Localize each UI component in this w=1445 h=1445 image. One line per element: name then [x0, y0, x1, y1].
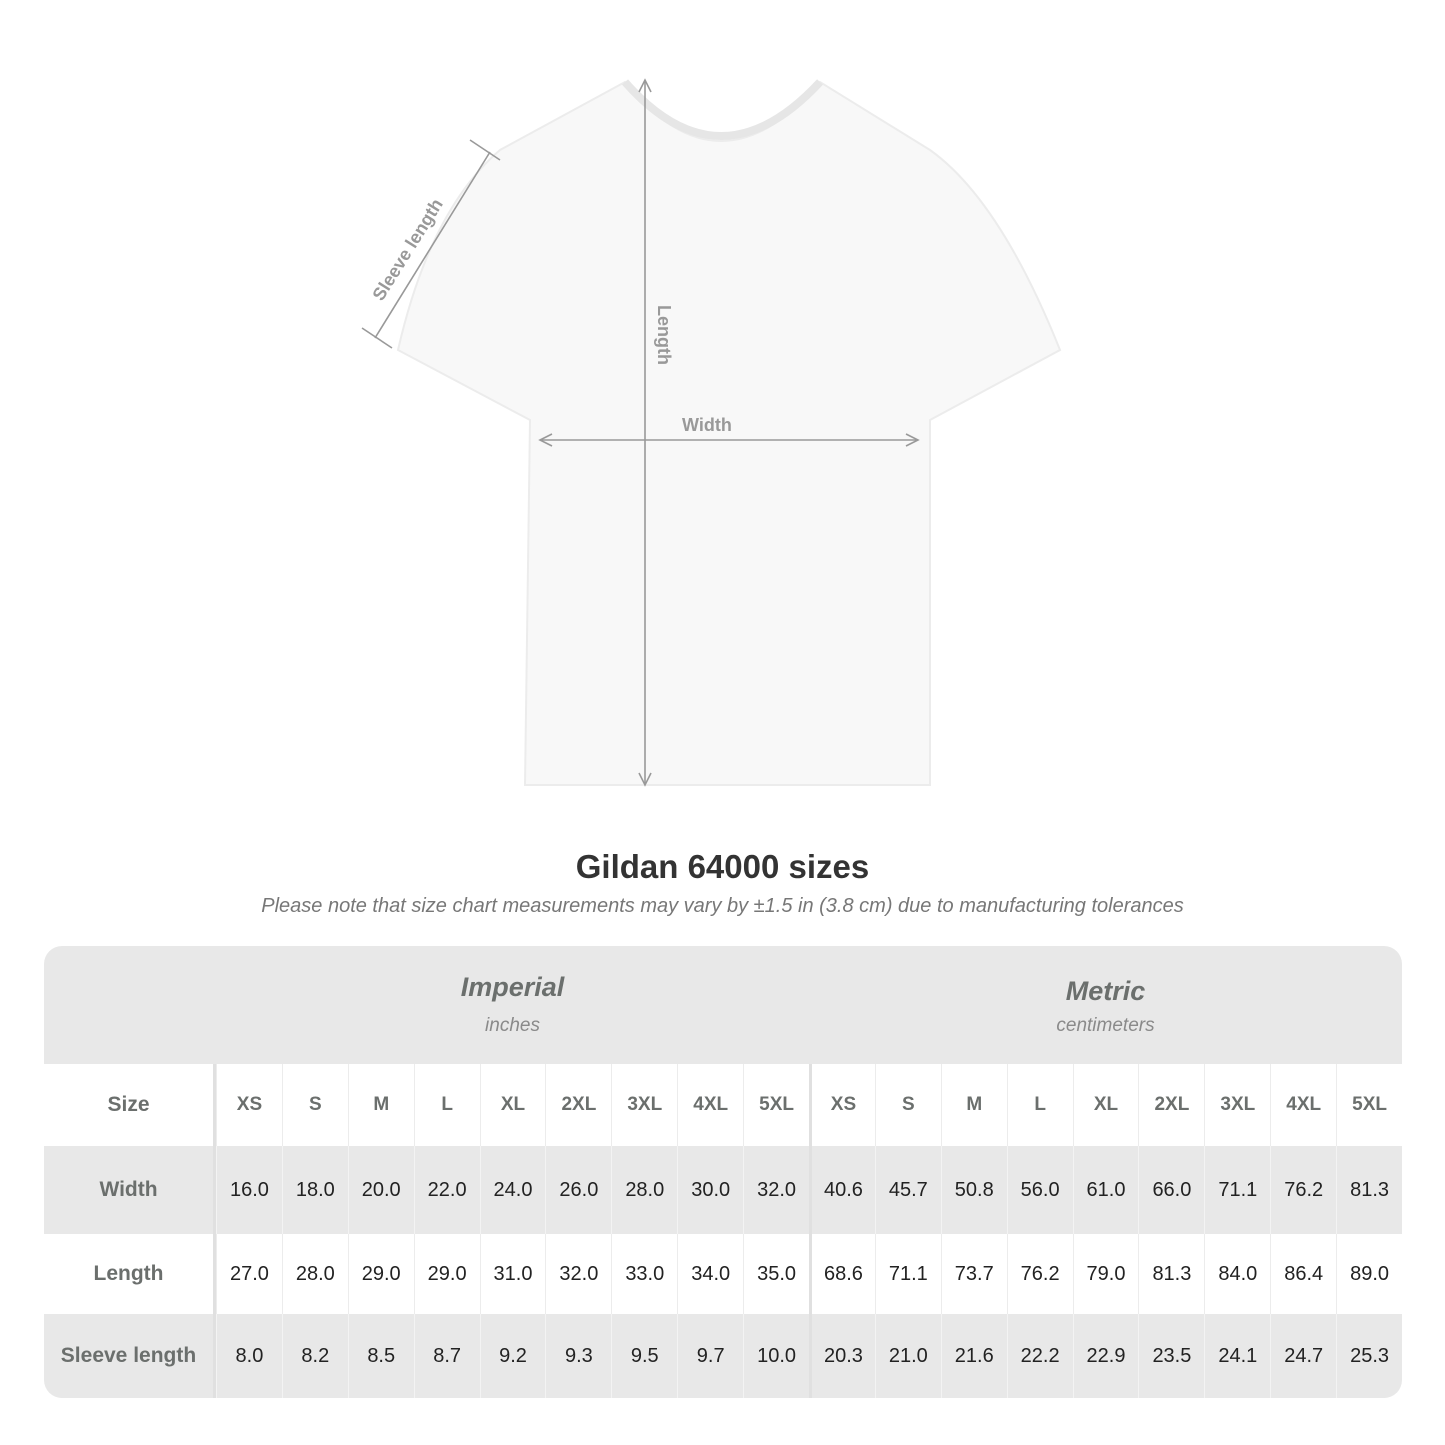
table-cell: 71.1 [1204, 1146, 1270, 1234]
group-imperial: Imperial inches [216, 972, 809, 1037]
size-header-cell: 5XL [743, 1064, 809, 1146]
size-header-cell: 2XL [545, 1064, 611, 1146]
table-cell: 22.0 [413, 1146, 480, 1234]
table-cell: 89.0 [1336, 1234, 1402, 1314]
table-row: Length 27.0 28.0 29.0 29.0 31.0 32.0 33.0 34.0 35… [44, 1234, 1402, 1314]
table-row: Width 16.0 18.0 20.0 22.0 24.0 26.0 28.0 30.0 32.… [44, 1146, 1402, 1234]
table-cell: 50.8 [940, 1146, 1007, 1234]
table-cell: 9.7 [677, 1314, 743, 1398]
size-header-cell: M [940, 1064, 1007, 1146]
table-cell: 30.0 [677, 1146, 743, 1234]
size-header-cell: 5XL [1336, 1064, 1402, 1146]
table-row: Size XS S M L XL 2XL 3XL 4XL 5XL XS S M L XL 2XL 3XL 4XL 5… [44, 1064, 1402, 1146]
size-header-cell: 2XL [1138, 1064, 1204, 1146]
row-label: Sleeve length [44, 1314, 216, 1398]
table-cell: 23.5 [1138, 1314, 1204, 1398]
table-cell: 9.3 [545, 1314, 611, 1398]
tolerance-note: Please note that size chart measurements… [261, 895, 1184, 917]
group-name: Metric [1065, 976, 1146, 1006]
table-cell: 34.0 [677, 1234, 743, 1314]
table-cell: 29.0 [347, 1234, 414, 1314]
table-cell: 22.2 [1006, 1314, 1073, 1398]
group-metric: Metric centimeters [809, 976, 1402, 1037]
table-cell: 35.0 [743, 1234, 809, 1314]
width-arrow [538, 433, 920, 447]
table-cell: 20.0 [347, 1146, 414, 1234]
table-cell: 29.0 [413, 1234, 480, 1314]
table-cell: 40.6 [809, 1146, 875, 1234]
table-cell: 21.0 [874, 1314, 941, 1398]
size-header-cell: 4XL [1270, 1064, 1336, 1146]
size-header-cell: 3XL [1204, 1064, 1270, 1146]
tshirt-diagram: Sleeve length Length Width [361, 78, 1062, 787]
table-cell: 32.0 [743, 1146, 809, 1234]
table-cell: 9.2 [479, 1314, 546, 1398]
table-cell: 8.2 [281, 1314, 348, 1398]
table-cell: 79.0 [1072, 1234, 1139, 1314]
length-label: Length [654, 305, 674, 365]
table-cell: 8.7 [413, 1314, 480, 1398]
group-name: Imperial [460, 972, 565, 1002]
size-header-cell: S [281, 1064, 348, 1146]
size-header-cell: XS [216, 1064, 282, 1146]
table-cell: 21.6 [940, 1314, 1007, 1398]
size-header-cell: M [347, 1064, 414, 1146]
table-cell: 81.3 [1138, 1234, 1204, 1314]
table-cell: 86.4 [1270, 1234, 1336, 1314]
size-header-cell: XL [479, 1064, 546, 1146]
size-header-cell: XL [1072, 1064, 1139, 1146]
table-cell: 84.0 [1204, 1234, 1270, 1314]
table-cell: 61.0 [1072, 1146, 1139, 1234]
table-header: Imperial inches Metric centimeters [44, 946, 1402, 1064]
group-unit: inches [485, 1015, 540, 1036]
table-cell: 45.7 [874, 1146, 941, 1234]
table-cell: 24.0 [479, 1146, 546, 1234]
table-row: Sleeve length 8.0 8.2 8.5 8.7 9.2 9.3 9.5 9.7 10.… [44, 1314, 1402, 1398]
table-cell: 20.3 [809, 1314, 875, 1398]
table-cell: 8.0 [216, 1314, 282, 1398]
table-cell: 26.0 [545, 1146, 611, 1234]
table-cell: 24.7 [1270, 1314, 1336, 1398]
table-cell: 76.2 [1006, 1234, 1073, 1314]
table-cell: 66.0 [1138, 1146, 1204, 1234]
size-header-cell: 3XL [611, 1064, 677, 1146]
size-header-cell: XS [809, 1064, 875, 1146]
table-cell: 27.0 [216, 1234, 282, 1314]
row-label: Size [44, 1064, 216, 1146]
table-cell: 76.2 [1270, 1146, 1336, 1234]
row-label: Width [44, 1146, 216, 1234]
size-header-cell: S [874, 1064, 941, 1146]
size-header-cell: 4XL [677, 1064, 743, 1146]
sleeve-arrow [361, 139, 501, 349]
table-cell: 16.0 [216, 1146, 282, 1234]
table-cell: 8.5 [347, 1314, 414, 1398]
size-table: Imperial inches Metric centimeters Size X… [44, 946, 1402, 1398]
table-cell: 81.3 [1336, 1146, 1402, 1234]
tshirt-shape [396, 80, 1062, 786]
width-label: Width [682, 415, 732, 435]
table-cell: 31.0 [479, 1234, 546, 1314]
page-title: Gildan 64000 sizes [575, 848, 870, 885]
table-cell: 56.0 [1006, 1146, 1073, 1234]
group-unit: centimeters [1056, 1015, 1155, 1036]
table-cell: 28.0 [281, 1234, 348, 1314]
size-header-cell: L [413, 1064, 480, 1146]
table-cell: 32.0 [545, 1234, 611, 1314]
table-cell: 33.0 [611, 1234, 677, 1314]
table-cell: 9.5 [611, 1314, 677, 1398]
size-header-cell: L [1006, 1064, 1073, 1146]
row-label: Length [44, 1234, 216, 1314]
table-cell: 10.0 [743, 1314, 809, 1398]
table-cell: 71.1 [874, 1234, 941, 1314]
table-cell: 68.6 [809, 1234, 875, 1314]
table-cell: 22.9 [1072, 1314, 1139, 1398]
table-cell: 18.0 [281, 1146, 348, 1234]
table-cell: 73.7 [940, 1234, 1007, 1314]
table-cell: 28.0 [611, 1146, 677, 1234]
length-arrow [638, 78, 652, 787]
table-cell: 24.1 [1204, 1314, 1270, 1398]
table-cell: 25.3 [1336, 1314, 1402, 1398]
